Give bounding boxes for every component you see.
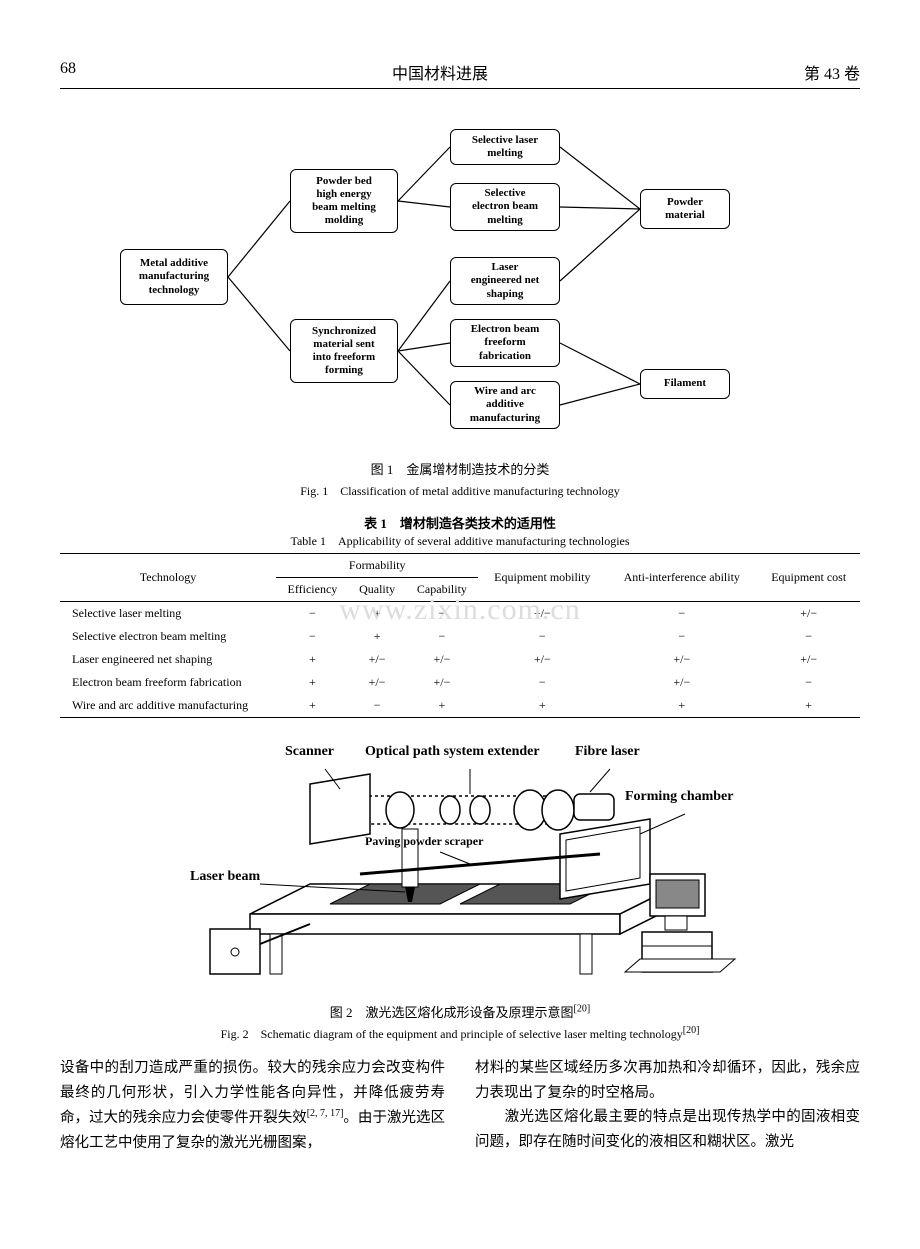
value-cell: +	[276, 694, 349, 718]
th-cap: Capability	[405, 578, 478, 602]
col-right: 材料的某些区域经历多次再加热和冷却循环，因此，残余应力表现出了复杂的时空格局。 …	[475, 1056, 860, 1155]
value-cell: +/−	[606, 648, 757, 671]
fig2-caption-cn: 图 2 激光选区熔化成形设备及原理示意图[20]	[60, 1002, 860, 1021]
node-ebff: Electron beamfreeformfabrication	[450, 319, 560, 367]
journal-title: 中国材料进展	[392, 60, 488, 84]
node-slm: Selective lasermelting	[450, 129, 560, 165]
value-cell: +/−	[349, 648, 406, 671]
table-row: Selective laser melting−+−+/−−+/−	[60, 602, 860, 626]
table1-wrap: Technology Formability Equipment mobilit…	[60, 553, 860, 718]
value-cell: +/−	[478, 602, 606, 626]
th-tech: Technology	[60, 554, 276, 602]
th-anti: Anti-interference ability	[606, 554, 757, 602]
table-row: Wire and arc additive manufacturing+−+++…	[60, 694, 860, 718]
tech-name-cell: Selective laser melting	[60, 602, 276, 626]
fig2-label-chamber: Forming chamber	[625, 789, 733, 805]
value-cell: +/−	[349, 671, 406, 694]
table-row: Laser engineered net shaping++/−+/−+/−+/…	[60, 648, 860, 671]
table-row: Electron beam freeform fabrication++/−+/…	[60, 671, 860, 694]
th-cost: Equipment cost	[757, 554, 860, 602]
value-cell: −	[405, 625, 478, 648]
fig2-label-scanner: Scanner	[285, 744, 334, 760]
fig2-caption-en: Fig. 2 Schematic diagram of the equipmen…	[60, 1025, 860, 1042]
fig1-flowchart: Metal additivemanufacturingtechnology Pow…	[120, 109, 800, 449]
th-formability: Formability	[276, 554, 478, 578]
value-cell: −	[757, 671, 860, 694]
value-cell: −	[405, 602, 478, 626]
table1: Technology Formability Equipment mobilit…	[60, 553, 860, 718]
table1-title-en: Table 1 Applicability of several additiv…	[60, 532, 860, 549]
fig2-label-opt: Optical path system extender	[365, 744, 540, 760]
value-cell: −	[349, 694, 406, 718]
th-mobility: Equipment mobility	[478, 554, 606, 602]
node-sebm: Selectiveelectron beammelting	[450, 183, 560, 231]
value-cell: +/−	[606, 671, 757, 694]
value-cell: −	[606, 625, 757, 648]
value-cell: −	[276, 602, 349, 626]
fig1-caption-en: Fig. 1 Classification of metal additive …	[60, 482, 860, 499]
tech-name-cell: Laser engineered net shaping	[60, 648, 276, 671]
node-pow: Powdermaterial	[640, 189, 730, 229]
value-cell: +/−	[405, 671, 478, 694]
tech-name-cell: Wire and arc additive manufacturing	[60, 694, 276, 718]
value-cell: +/−	[478, 648, 606, 671]
th-qual: Quality	[349, 578, 406, 602]
value-cell: +	[606, 694, 757, 718]
fig2-label-laser: Laser beam	[190, 869, 260, 885]
node-sync: Synchronizedmaterial sentinto freeformfo…	[290, 319, 398, 383]
fig2-schematic: Scanner Optical path system extender Fib…	[180, 734, 740, 994]
fig2-label-scraper: Paving powder scraper	[365, 834, 483, 849]
value-cell: +	[757, 694, 860, 718]
value-cell: −	[478, 671, 606, 694]
node-lens: Laserengineered netshaping	[450, 257, 560, 305]
tech-name-cell: Selective electron beam melting	[60, 625, 276, 648]
value-cell: −	[757, 625, 860, 648]
node-root: Metal additivemanufacturingtechnology	[120, 249, 228, 305]
body-text: 设备中的刮刀造成严重的损伤。较大的残余应力会改变构件最终的几何形状，引入力学性能…	[60, 1056, 860, 1155]
value-cell: +	[276, 671, 349, 694]
value-cell: +/−	[757, 602, 860, 626]
node-fil: Filament	[640, 369, 730, 399]
value-cell: −	[276, 625, 349, 648]
table-row: Selective electron beam melting−+−−−−	[60, 625, 860, 648]
value-cell: +/−	[405, 648, 478, 671]
page-header: 68 中国材料进展 第 43 卷	[60, 60, 860, 89]
table1-body: Selective laser melting−+−+/−−+/−Selecti…	[60, 602, 860, 718]
col-left: 设备中的刮刀造成严重的损伤。较大的残余应力会改变构件最终的几何形状，引入力学性能…	[60, 1056, 445, 1155]
node-pb: Powder bedhigh energybeam meltingmolding	[290, 169, 398, 233]
value-cell: +	[349, 602, 406, 626]
value-cell: +	[405, 694, 478, 718]
value-cell: −	[606, 602, 757, 626]
page-number: 68	[60, 60, 76, 84]
value-cell: +	[478, 694, 606, 718]
volume: 第 43 卷	[804, 60, 860, 84]
fig1-caption-cn: 图 1 金属增材制造技术的分类	[60, 459, 860, 478]
value-cell: +	[349, 625, 406, 648]
node-waam: Wire and arcadditivemanufacturing	[450, 381, 560, 429]
value-cell: +/−	[757, 648, 860, 671]
table1-title-cn: 表 1 增材制造各类技术的适用性	[60, 513, 860, 532]
tech-name-cell: Electron beam freeform fabrication	[60, 671, 276, 694]
value-cell: −	[478, 625, 606, 648]
fig2-label-fibre: Fibre laser	[575, 744, 640, 760]
value-cell: +	[276, 648, 349, 671]
th-eff: Efficiency	[276, 578, 349, 602]
